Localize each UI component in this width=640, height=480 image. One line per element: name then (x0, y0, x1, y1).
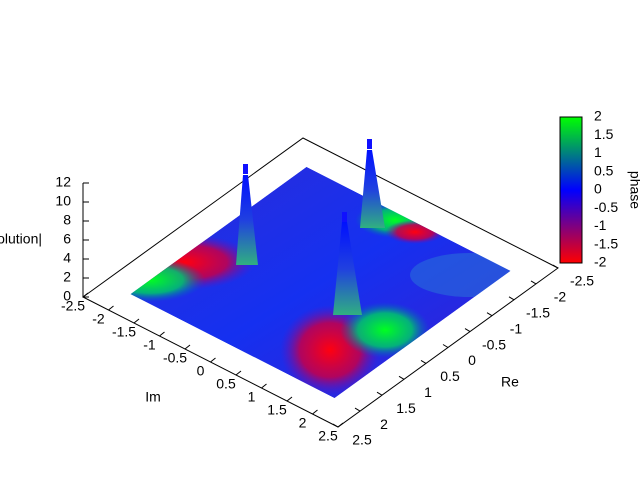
x-tick (530, 280, 537, 285)
y-tick-label: 1 (248, 389, 256, 405)
pole (360, 150, 385, 228)
z-tick-label: 12 (55, 174, 71, 190)
z-tick-label: 0 (63, 288, 71, 304)
x-tick-label: 1 (424, 384, 432, 400)
x-tick-label: 2 (380, 416, 388, 432)
y-tick-label: 2.5 (318, 428, 338, 444)
x-tick-label: -2 (554, 289, 567, 305)
colorbar (559, 116, 583, 264)
x-tick-label: 0.5 (440, 368, 460, 384)
colorbar-tick-label: 0.5 (594, 162, 614, 178)
phase-region (340, 302, 430, 358)
colorbar-tick-label: -1 (594, 217, 607, 233)
surface (130, 166, 511, 399)
x-tick (420, 359, 427, 364)
colorbar-tick-label: -2 (594, 254, 607, 270)
phase-region (410, 253, 511, 297)
y-tick-label: -0.5 (163, 350, 187, 366)
y-tick-label: 0.5 (216, 376, 236, 392)
pole (367, 139, 372, 149)
y-tick (261, 383, 267, 389)
y-tick (159, 331, 165, 337)
y-tick-label: 0 (197, 363, 205, 379)
x-tick (354, 407, 361, 412)
pole (333, 222, 362, 315)
x-tick-label: -2.5 (570, 273, 594, 289)
z-tick-label: 8 (63, 212, 71, 228)
colorbar-label: phase (627, 171, 640, 209)
poles (236, 139, 385, 315)
x-tick (464, 328, 471, 333)
x-tick (486, 312, 493, 317)
pole (236, 175, 258, 265)
z-tick-label: 4 (63, 250, 71, 266)
colorbar-tick-label: 1.5 (594, 126, 614, 142)
y-tick (337, 422, 344, 428)
y-tick (235, 370, 242, 376)
z-axis-label: |solution| (0, 231, 42, 247)
y-tick (108, 305, 114, 311)
y-axis-label: Im (145, 389, 161, 405)
y-tick-label: 2 (299, 415, 307, 431)
z-tick-label: 6 (63, 231, 71, 247)
phase-region (385, 220, 445, 244)
y-tick (184, 344, 191, 350)
x-tick (442, 344, 449, 348)
y-tick (286, 396, 293, 402)
y-tick-label: -2.5 (61, 298, 85, 314)
y-tick (133, 318, 140, 324)
y-tick-label: -1.5 (112, 324, 136, 340)
colorbar-tick-label: 0 (594, 181, 602, 197)
y-tick-label: -1 (143, 337, 156, 353)
x-axis-label: Re (501, 374, 519, 390)
x-tick (552, 264, 559, 269)
ticks: 024681012-2.5-2-1.5-1-0.500.511.522.5-2.… (55, 108, 618, 448)
x-tick (332, 423, 339, 428)
x-tick (398, 375, 405, 380)
x-tick (508, 296, 515, 301)
colorbar-tick-label: -0.5 (594, 199, 618, 215)
y-tick-label: 1.5 (267, 402, 287, 418)
x-tick-label: -0.5 (482, 336, 506, 352)
x-tick-label: 1.5 (396, 400, 416, 416)
z-tick-label: 10 (55, 193, 71, 209)
colorbar-tick-label: 1 (594, 144, 602, 160)
x-tick (376, 391, 383, 396)
y-tick (210, 357, 216, 363)
z-tick-label: 2 (63, 269, 71, 285)
pole (243, 164, 248, 174)
y-tick-label: -2 (92, 311, 105, 327)
y-tick (82, 292, 89, 298)
colorbar-tick-label: 2 (594, 108, 602, 124)
phase-region (130, 258, 205, 302)
colorbar-tick-label: -1.5 (594, 235, 618, 251)
x-tick-label: 0 (468, 352, 476, 368)
x-tick-label: -1 (510, 320, 523, 336)
x-tick-label: -1.5 (526, 305, 550, 321)
pole (342, 212, 347, 222)
x-tick-label: 2.5 (352, 432, 372, 448)
y-tick (312, 409, 318, 415)
